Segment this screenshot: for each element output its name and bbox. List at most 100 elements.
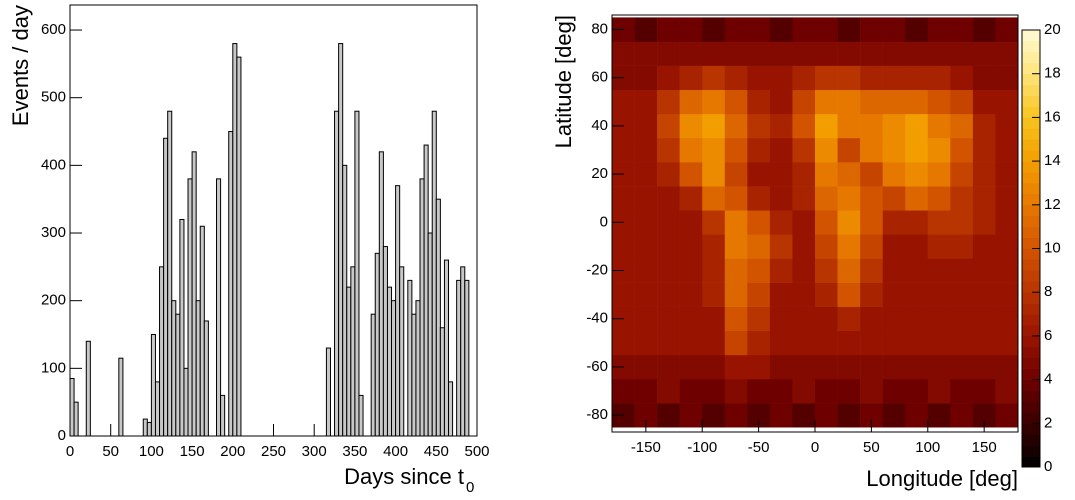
heat-cell xyxy=(972,210,996,235)
heat-cell xyxy=(950,330,974,356)
bar xyxy=(163,137,169,437)
x-tick-label: 400 xyxy=(383,443,408,460)
heat-cell xyxy=(815,210,838,235)
heat-cell xyxy=(657,137,680,163)
heat-cell xyxy=(657,403,680,428)
heat-cell xyxy=(995,186,1019,211)
x-tick-label: 200 xyxy=(220,443,245,460)
heat-cell xyxy=(612,330,635,356)
heat-cell xyxy=(882,17,906,42)
x-axis-title: Days since t xyxy=(344,464,464,489)
heat-cell xyxy=(747,186,771,211)
heat-cell xyxy=(747,330,771,356)
bar xyxy=(154,381,161,437)
heat-cell xyxy=(634,210,658,235)
heat-cell xyxy=(657,330,680,356)
heat-cell xyxy=(905,162,929,187)
heat-cell xyxy=(972,403,996,428)
heat-cell xyxy=(702,234,726,259)
heat-cell xyxy=(657,113,680,139)
heat-cell xyxy=(747,210,771,235)
heat-cell xyxy=(747,306,771,332)
heat-cell xyxy=(815,378,838,404)
heat-cell xyxy=(679,65,703,91)
heat-cell xyxy=(905,89,929,115)
heat-cell xyxy=(950,65,974,91)
heat-cell xyxy=(995,306,1019,332)
heat-cell xyxy=(747,41,771,66)
heat-cell xyxy=(860,258,883,283)
heat-cell xyxy=(792,186,816,211)
heat-cell xyxy=(792,403,816,428)
heat-cell xyxy=(657,258,680,283)
heat-cell xyxy=(995,162,1019,187)
bar xyxy=(411,313,417,437)
heat-cell xyxy=(950,41,974,66)
bar xyxy=(350,266,356,437)
heat-cell xyxy=(950,403,974,428)
heat-cell xyxy=(769,282,793,307)
bar xyxy=(370,313,376,437)
heat-cell xyxy=(860,403,883,428)
heat-cell xyxy=(837,258,861,283)
heat-cell xyxy=(634,89,658,115)
heat-cell xyxy=(679,354,703,380)
bar xyxy=(419,178,425,437)
heat-cell xyxy=(837,89,861,115)
heat-cell xyxy=(612,282,635,307)
x-tick-label: -50 xyxy=(748,439,770,456)
y-tick-label: -80 xyxy=(586,406,608,423)
colorbar-cell xyxy=(1022,139,1040,151)
heat-cell xyxy=(837,210,861,235)
heat-cell xyxy=(679,162,703,187)
heat-cell xyxy=(882,378,906,404)
heat-cell xyxy=(792,354,816,380)
x-tick-label: -100 xyxy=(687,439,717,456)
heat-cell xyxy=(882,354,906,380)
heat-cell xyxy=(679,89,703,115)
y-tick-label: 200 xyxy=(41,292,66,309)
heat-cell xyxy=(882,282,906,307)
heat-cell xyxy=(950,89,974,115)
heat-cell xyxy=(815,330,838,356)
heat-cell xyxy=(860,65,883,91)
heat-cell xyxy=(860,89,883,115)
heat-cell xyxy=(702,137,726,163)
heat-cell xyxy=(995,330,1019,356)
colorbar-cell xyxy=(1022,434,1040,446)
colorbar-tick-label: 20 xyxy=(1044,21,1061,38)
heat-cell xyxy=(815,65,838,91)
heat-cell xyxy=(815,258,838,283)
y-tick-label: 100 xyxy=(41,359,66,376)
heat-cell xyxy=(972,282,996,307)
colorbar-cell xyxy=(1022,248,1040,260)
heat-cell xyxy=(702,113,726,139)
colorbar-cell xyxy=(1022,106,1040,118)
bar xyxy=(191,151,197,437)
heat-cell xyxy=(769,186,793,211)
heat-cell xyxy=(882,258,906,283)
heat-cell xyxy=(792,234,816,259)
heat-cell xyxy=(702,306,726,332)
heat-cell xyxy=(702,17,726,42)
heat-cell xyxy=(747,354,771,380)
heat-cell xyxy=(769,210,793,235)
heat-cell xyxy=(769,41,793,66)
heat-cell xyxy=(950,17,974,42)
colorbar-cell xyxy=(1022,204,1040,217)
heat-cell xyxy=(950,306,974,332)
x-tick-label: 350 xyxy=(342,443,367,460)
x-tick-label: 50 xyxy=(102,443,119,460)
heat-cell xyxy=(905,137,929,163)
heat-cell xyxy=(927,306,951,332)
colorbar-cell xyxy=(1022,281,1040,293)
heat-cell xyxy=(679,113,703,139)
heat-cell xyxy=(634,403,658,428)
heat-cell xyxy=(927,354,951,380)
y-tick-label: 300 xyxy=(41,224,66,241)
heat-cell xyxy=(950,186,974,211)
heat-cell xyxy=(702,210,726,235)
heat-cell xyxy=(927,258,951,283)
heat-cell xyxy=(950,137,974,163)
heat-cell xyxy=(679,403,703,428)
